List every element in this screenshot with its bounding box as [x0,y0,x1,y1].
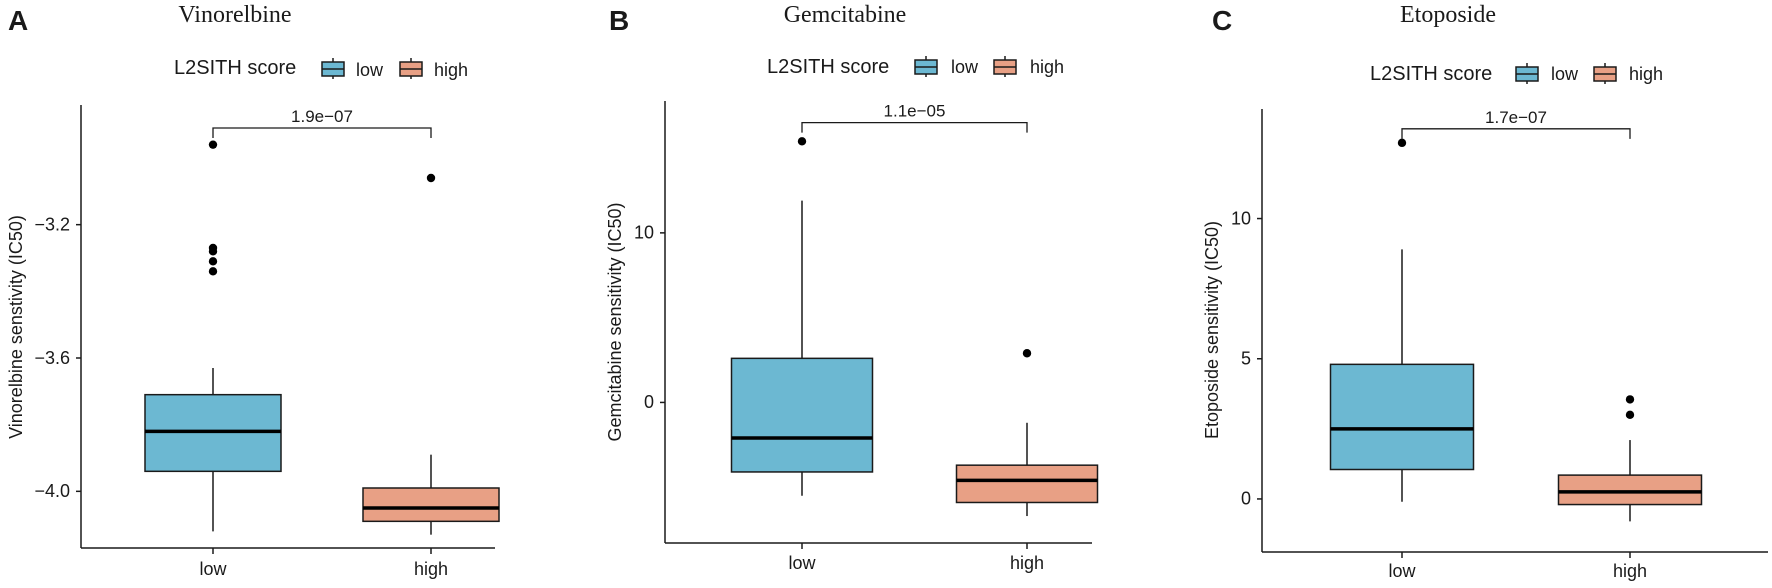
panel-b-legend-key-low [914,56,938,77]
panel-b-box-low-iqr [730,357,874,473]
panel-b-box-high [955,349,1099,517]
panel-a-outlier-low [208,247,218,256]
panel-a-y-ticks: −4.0 −3.6 −3.2 [34,214,81,501]
panel-a-letter: A [8,5,28,36]
panel-c-legend-label-high: high [1629,64,1663,84]
panel-a-x-tick-label-high: high [414,559,448,579]
panel-a-outlier-low [208,140,218,149]
panel-a-outlier-low [208,267,218,276]
panel-a-bracket-line [212,127,432,138]
panel-a-legend-label-high: high [434,60,468,80]
panel-c-box-low [1329,138,1475,502]
panel-b-legend-title: L2SITH score [767,56,889,78]
panel-b-legend: L2SITH score low high [767,56,1064,78]
panel-c-legend-label-low: low [1551,64,1579,84]
panel-b-y-ticks: 0 10 [634,223,665,412]
panel-c-significance-bracket: 1.7e−07 [1401,108,1631,139]
panel-b-legend-label-low: low [951,57,979,77]
panel-c-letter: C [1212,5,1232,36]
panel-c-y-label: Etoposide sensitivity (IC50) [1202,221,1222,439]
panel-c-bracket-line [1401,128,1631,139]
panel-b-p-value: 1.1e−05 [884,102,946,121]
panel-a-legend-title: L2SITH score [174,57,296,79]
panel-a-box-low [144,140,282,532]
panel-a-box-high-iqr [362,487,500,523]
panel-b-letter: B [609,5,629,36]
panel-b-legend-key-high [993,56,1017,77]
panel-a-y-tick: −3.2 [34,214,81,234]
panel-a-legend-key-low [321,58,345,79]
panel-a-title: Vinorelbine [178,2,291,28]
panel-b: B Gemcitabine L2SITH score low high Gemc… [605,2,1099,573]
panel-a-x-tick-label-low: low [199,559,227,579]
panel-c-x-tick-label-high: high [1613,561,1647,581]
panel-c-p-value: 1.7e−07 [1485,108,1547,127]
panel-b-outlier-high [1022,349,1032,358]
panel-c-y-tick-label: 0 [1241,489,1251,509]
panel-c-title: Etoposide [1400,2,1496,28]
panel-a-y-tick: −4.0 [34,481,81,501]
panel-c-outlier-high [1625,410,1635,420]
panel-c-legend-title: L2SITH score [1370,63,1492,85]
panel-c-legend-key-high [1593,63,1617,84]
panel-c-x-ticks: low high [1388,552,1647,581]
panel-a-y-tick-label: −3.6 [34,348,70,368]
panel-b-title: Gemcitabine [784,2,907,28]
panel-b-x-ticks: low high [788,543,1044,573]
panel-c-box-high-iqr [1557,474,1703,506]
panel-b-y-tick: 10 [634,223,665,243]
panel-a-y-label: Vinorelbine senstivity (IC50) [6,215,26,439]
panel-a-y-tick-label: −4.0 [34,481,70,501]
panel-a-legend-label-low: low [356,60,384,80]
panel-b-bracket-line [801,122,1028,133]
panel-b-y-label: Gemcitabine sensitivity (IC50) [605,202,625,441]
panel-c-y-tick: 0 [1241,489,1262,509]
panel-c-legend-key-low [1515,63,1539,84]
panel-b-y-tick-label: 10 [634,223,654,243]
panel-c-outlier-high [1625,395,1635,404]
panel-c-y-tick: 10 [1231,208,1262,228]
panel-c-outlier-low [1397,138,1407,148]
panel-a-box-high [362,173,500,535]
panel-a: A Vinorelbine L2SITH score low high Vino… [6,2,500,579]
panel-b-x-tick-label-low: low [788,553,816,573]
panel-b-legend-label-high: high [1030,57,1064,77]
panel-c-x-tick-label-low: low [1388,561,1416,581]
panel-c-legend: L2SITH score low high [1370,63,1663,85]
panel-a-x-ticks: low high [199,548,448,579]
panel-a-significance-bracket: 1.9e−07 [212,107,432,138]
panel-a-p-value: 1.9e−07 [291,107,353,126]
panel-b-y-tick-label: 0 [644,392,654,412]
panel-a-outlier-high [426,173,436,183]
panel-b-significance-bracket: 1.1e−05 [801,102,1028,133]
panel-a-outlier-low [208,257,218,266]
panel-a-y-tick: −3.6 [34,348,81,368]
panel-c-y-ticks: 0 5 10 [1231,208,1262,509]
panel-a-legend-key-high [399,58,423,79]
panel-b-x-tick-label-high: high [1010,553,1044,573]
panel-c-y-tick-label: 5 [1241,348,1251,368]
panel-c-y-tick: 5 [1241,348,1262,368]
panel-b-outlier-low [797,137,807,146]
panel-c-y-tick-label: 10 [1231,208,1251,228]
panel-b-box-high-iqr [955,464,1099,504]
panel-c-box-low-iqr [1329,363,1475,471]
panel-c-box-high [1557,395,1703,522]
panel-a-legend: L2SITH score low high [174,57,468,80]
panel-b-box-low [730,137,874,496]
panel-a-y-tick-label: −3.2 [34,214,70,234]
panel-c: C Etoposide L2SITH score low high Etopos… [1202,2,1768,581]
panel-b-y-tick: 0 [644,392,665,412]
